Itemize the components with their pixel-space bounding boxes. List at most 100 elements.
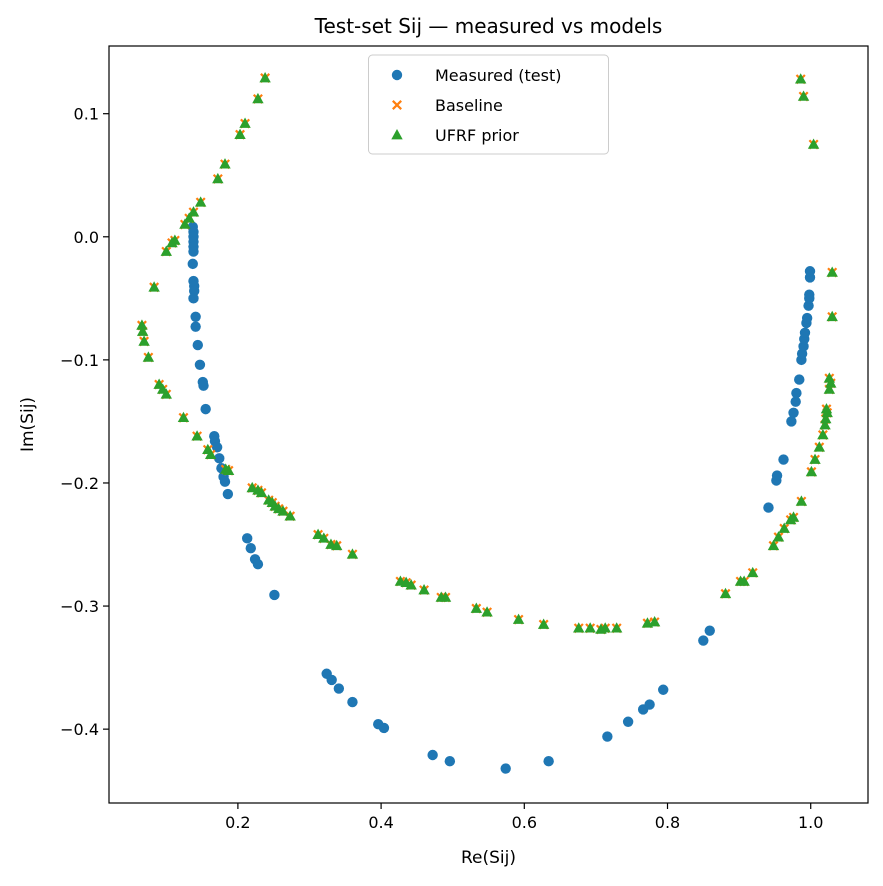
ufrf-prior-point	[239, 117, 251, 128]
ufrf-prior-point	[537, 618, 550, 629]
ufrf-prior-point	[331, 539, 343, 551]
ufrf-prior-point	[204, 448, 217, 459]
ufrf-prior-point	[234, 128, 246, 139]
x-tick-label: 0.8	[655, 813, 680, 832]
ufrf-prior-point	[820, 412, 832, 424]
measured-point	[658, 684, 669, 695]
ufrf-prior-point	[772, 531, 785, 542]
y-tick-label: 0.1	[74, 105, 99, 124]
measured-point	[778, 454, 789, 465]
measured-point	[214, 453, 225, 464]
measured-point	[804, 293, 815, 304]
ufrf-prior-point	[136, 325, 149, 336]
measured-point	[192, 339, 203, 351]
measured-point	[698, 635, 709, 646]
y-tick-label: −0.1	[60, 351, 99, 370]
ufrf-prior-point	[318, 532, 330, 543]
measured-point	[333, 683, 345, 694]
ufrf-prior-point	[418, 584, 430, 595]
x-tick-label: 1.0	[798, 813, 823, 832]
measured-point	[602, 731, 613, 742]
ufrf-prior-point	[584, 622, 596, 633]
measured-point	[644, 699, 655, 710]
x-axis-label: Re(Sij)	[461, 848, 516, 868]
measured-point	[188, 246, 199, 257]
ufrf-prior-point	[795, 495, 808, 506]
y-tick-label: −0.3	[60, 597, 99, 616]
x-tick-label: 0.6	[512, 813, 537, 832]
measured-point	[622, 716, 634, 727]
legend-entry-measured-label: Measured (test)	[435, 66, 561, 85]
ufrf-prior-point	[346, 548, 359, 559]
measured-point	[188, 293, 199, 304]
measured-point	[543, 755, 554, 767]
y-tick-label: −0.4	[60, 720, 99, 739]
measured-point	[500, 763, 511, 774]
measured-point	[269, 589, 280, 601]
y-axis-ticks: 0.1 0.0 −0.1 −0.2 −0.3 −0.4	[60, 105, 109, 739]
legend-entry-ufrf-prior-marker	[391, 129, 403, 140]
measured-point	[786, 416, 797, 427]
ufrf-prior-point	[826, 266, 838, 277]
plot-marks	[136, 72, 838, 774]
measured-point	[326, 674, 337, 686]
ufrf-prior-point	[820, 403, 833, 414]
measured-point	[200, 403, 211, 415]
measured-point	[194, 359, 206, 371]
measured-point	[245, 543, 256, 554]
ufrf-prior-point	[813, 441, 826, 452]
measured-point	[198, 380, 209, 391]
measured-point	[791, 387, 802, 399]
measured-point	[794, 374, 805, 385]
measured-point	[444, 755, 456, 767]
ufrf-prior-point	[807, 138, 820, 149]
x-tick-label: 0.4	[368, 813, 393, 832]
ufrf-prior-point	[599, 622, 611, 633]
ufrf-prior-point	[222, 464, 235, 475]
ufrf-prior-point	[138, 335, 150, 346]
plot-frame	[108, 45, 869, 804]
ufrf-prior-point	[819, 419, 831, 430]
chart-title: Test-set Sij — measured vs models	[314, 14, 663, 38]
measured-point	[252, 559, 264, 570]
measured-point	[804, 266, 816, 277]
ufrf-prior-point	[826, 310, 838, 322]
x-tick-label: 0.2	[225, 813, 250, 832]
measured-point	[790, 396, 801, 407]
measured-point	[347, 696, 358, 708]
measured-point	[222, 488, 234, 500]
ufrf-prior-point	[160, 388, 172, 399]
measured-point	[788, 407, 799, 419]
ufrf-prior-point	[823, 372, 836, 383]
measured-point	[378, 722, 390, 734]
ufrf-prior-point	[179, 218, 191, 229]
measured-point	[211, 442, 223, 453]
legend-box	[368, 54, 609, 155]
ufrf-prior-point	[787, 511, 800, 522]
ufrf-prior-point	[481, 606, 493, 617]
measured-point	[801, 312, 813, 324]
ufrf-prior-point	[648, 616, 661, 627]
legend: Measured (test) Baseline UFRF prior	[368, 54, 609, 155]
ufrf-prior-point	[166, 236, 178, 248]
ufrf-prior-point	[255, 486, 268, 498]
measured-point	[190, 311, 201, 322]
ufrf-prior-point	[573, 622, 585, 633]
legend-entry-ufrf-prior-label: UFRF prior	[435, 126, 519, 145]
ufrf-prior-point	[212, 172, 224, 184]
ufrf-prior-point	[610, 622, 623, 633]
measured-point	[219, 476, 231, 487]
ufrf-prior-point	[136, 319, 148, 330]
y-tick-label: −0.2	[60, 474, 99, 493]
ufrf-prior-point	[183, 212, 195, 223]
ufrf-prior-point	[747, 566, 759, 578]
ufrf-prior-point	[219, 158, 231, 169]
measured-point	[704, 625, 715, 636]
ufrf-prior-point	[191, 430, 203, 441]
ufrf-prior-point	[738, 575, 750, 586]
ufrf-prior-point	[194, 196, 207, 207]
ufrf-prior-point	[823, 383, 836, 394]
y-tick-label: 0.0	[74, 228, 99, 247]
